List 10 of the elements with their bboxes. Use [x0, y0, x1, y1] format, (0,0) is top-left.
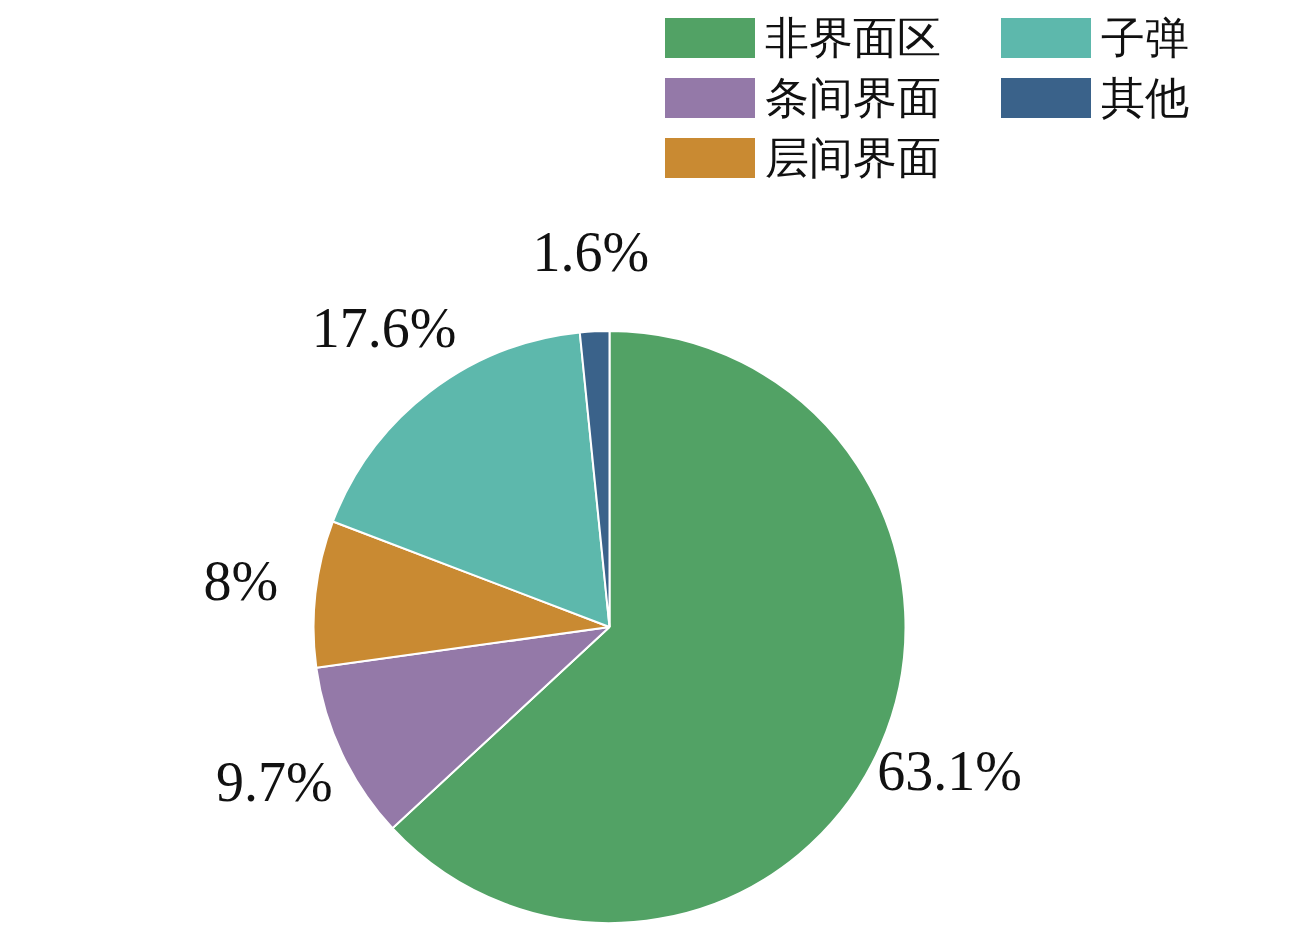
data-label: 9.7%	[215, 750, 333, 813]
data-label: 8%	[203, 549, 279, 612]
data-label: 17.6%	[311, 297, 457, 360]
legend-label: 子弹	[1101, 10, 1189, 65]
data-label: 63.1%	[877, 740, 1022, 803]
legend-label: 非界面区	[765, 10, 941, 65]
legend-label: 层间界面	[765, 130, 941, 185]
legend-label: 条间界面	[765, 70, 941, 125]
legend-label: 其他	[1101, 70, 1189, 125]
data-label: 1.6%	[532, 221, 650, 284]
